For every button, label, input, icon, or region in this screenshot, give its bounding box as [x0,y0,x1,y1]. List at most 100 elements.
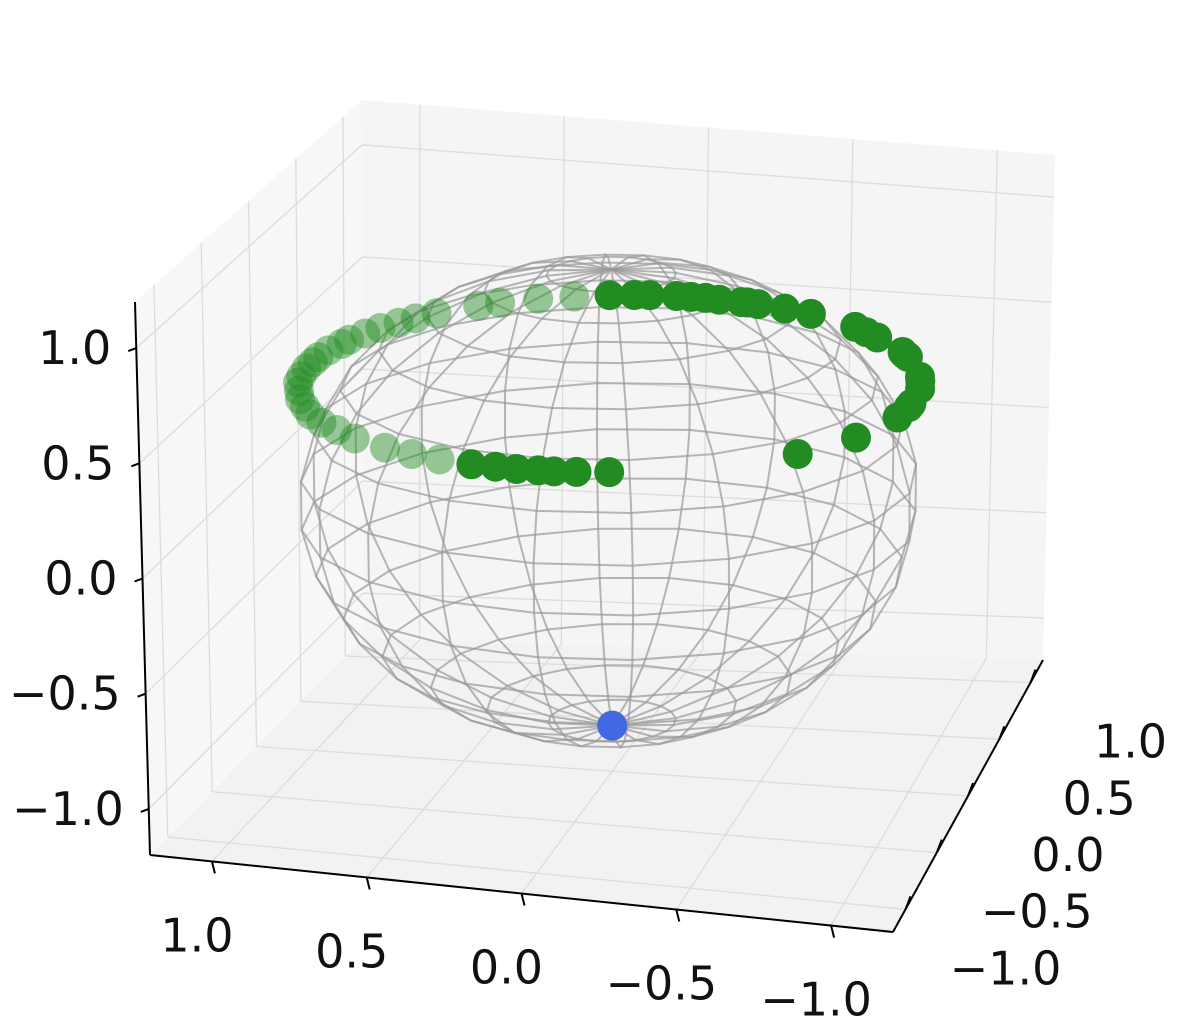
green-data-point [795,298,826,329]
green-data-point [841,422,871,453]
sphere-parallel [381,577,840,726]
green-data-point [561,456,592,487]
green-data-point [501,454,532,484]
y-tick-label: −1.0 [760,973,872,1020]
green-data-point [383,307,414,338]
x-tick-label: 1.0 [1094,715,1167,769]
green-data-point [365,313,396,343]
y-tick-label: 0.0 [470,941,543,995]
green-data-point [840,311,871,342]
y-tick [210,861,216,874]
z-tick [131,462,140,468]
y-tick [520,893,526,906]
green-data-point [290,391,320,422]
floor-pane [150,638,1043,932]
sphere-parallel [342,527,877,698]
sphere-parallel [547,698,677,743]
x-tick-label: 0.0 [1031,828,1104,882]
x-tick [935,839,943,854]
green-data-point [523,283,554,314]
green-data-point [285,384,315,415]
sphere-meridian [611,266,895,727]
green-data-point [538,456,569,487]
sphere-meridian [595,252,614,726]
green-data-point [634,280,665,311]
green-data-point [283,367,313,398]
x-tick-label: −1.0 [950,941,1062,995]
x-tick [998,725,1006,740]
z-tick [137,692,146,698]
gridline [362,368,1050,409]
green-data-point [743,289,774,320]
green-data-point [594,280,625,311]
z-tick-label: −1.0 [12,782,124,836]
y-tick [365,877,371,890]
axis-ticks [127,347,1037,938]
sphere-meridian [299,268,613,727]
green-data-point [594,457,625,488]
green-data-point [704,284,735,315]
green-data-point [313,335,344,366]
y-tick [830,925,836,938]
sphere-meridian [611,268,876,733]
green-data-point [887,337,918,367]
green-data-point [291,353,322,384]
tick-labels: −1.0−0.50.00.51.01.0 0.5 0.0 −0.5 −1.0−1.0−0… [9,321,1167,1020]
green-data-point [334,324,365,355]
y-tick [675,909,681,922]
z-tick [134,577,143,583]
gridline [138,256,363,464]
green-data-point [782,439,813,469]
sphere-meridian [610,268,814,739]
green-data-point [396,439,427,469]
green-data-point [326,328,357,359]
green-data-point [350,318,381,349]
x-tick [904,895,912,910]
sphere-parallel [299,382,918,567]
green-data-point [424,444,455,475]
blue-data-point [597,710,628,741]
x-tick-label: 0.5 [1063,771,1136,825]
y-tick-label: −0.5 [605,957,717,1011]
x-tick-label: −0.5 [981,885,1093,939]
gridline [345,655,1031,684]
sphere-meridian [318,268,613,731]
gridline [560,116,565,645]
green-data-point [370,432,400,463]
z-tick-label: 0.0 [44,552,117,606]
z-tick-label: 0.5 [41,436,114,490]
z-tick-label: −0.5 [9,667,121,721]
data-points [283,280,936,741]
green-data-point [306,407,337,438]
green-data-point [421,298,452,329]
z-tick [140,807,150,813]
sphere-parallel [482,253,739,325]
sphere-parallel [312,340,905,515]
green-data-point [559,281,590,312]
green-data-point [297,347,328,378]
gridline [366,644,562,878]
green-data-point [463,290,494,321]
z-tick [127,347,137,353]
sphere-parallel [429,623,793,743]
gridline [295,158,302,702]
green-data-point [769,293,800,324]
sphere-parallel [300,428,917,617]
gridline [142,368,363,579]
sphere-meridian [611,258,776,727]
axes-gridlines [135,104,1055,926]
z-tick-label: 1.0 [38,321,111,375]
y-tick-label: 0.5 [315,924,388,978]
green-data-point [295,399,326,430]
green-data-point [339,423,370,454]
green-data-point [286,361,317,392]
gridline [362,144,1055,198]
green-data-point [485,287,516,318]
green-data-point [303,342,334,373]
gridline [520,648,704,894]
green-data-point [284,375,314,406]
sphere-parallel [485,664,738,749]
gridline [135,144,363,349]
sphere-meridian [532,268,613,748]
